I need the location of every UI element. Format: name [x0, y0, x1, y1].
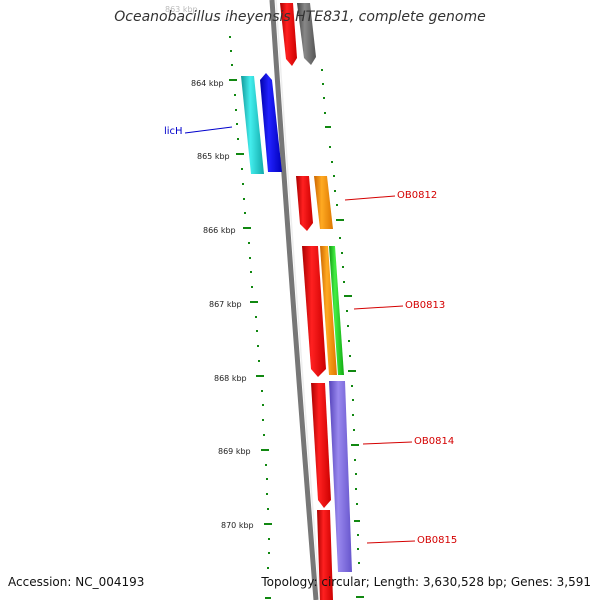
gene-feature-gray[interactable] [297, 3, 316, 65]
gene-feature-green[interactable] [329, 246, 344, 375]
leader-line [353, 305, 404, 310]
gene-feature-red[interactable] [311, 383, 331, 508]
ruler-label: 864 kbp [191, 79, 224, 88]
backbone-outer [269, 0, 319, 601]
gene-feature-orange[interactable] [320, 246, 337, 375]
ruler-label: 867 kbp [209, 300, 242, 309]
ruler-ticks-right [321, 69, 364, 598]
gene-feature-orange[interactable] [314, 176, 333, 229]
gene-feature-red[interactable] [302, 246, 326, 377]
gene-feature-red[interactable] [296, 176, 313, 231]
gene-feature-red[interactable] [317, 510, 333, 600]
gene-label-ob0813[interactable]: OB0813 [405, 300, 445, 311]
leader-line [366, 540, 416, 544]
genome-title: Oceanobacillus iheyensis HTE831, complet… [114, 9, 486, 25]
gene-label-ob0814[interactable]: OB0814 [414, 436, 454, 447]
ruler-ticks-left [229, 36, 272, 599]
ruler-label: 865 kbp [197, 152, 230, 161]
gene-feature-cyan[interactable] [241, 76, 264, 174]
gene-label-ob0812[interactable]: OB0812 [397, 190, 437, 201]
gene-label-ob0815[interactable]: OB0815 [417, 535, 457, 546]
ruler-label: 869 kbp [218, 447, 251, 456]
leader-line [362, 441, 413, 445]
topology-text: Topology: circular; Length: 3,630,528 bp… [261, 575, 591, 589]
backbone-inner [275, 0, 321, 601]
gene-feature-blue[interactable] [260, 73, 282, 172]
ruler-label: 866 kbp [203, 226, 236, 235]
gene-label-lich[interactable]: licH [164, 126, 183, 137]
gene-feature-purple[interactable] [329, 381, 352, 572]
ruler-label: 870 kbp [221, 521, 254, 530]
leader-line [184, 126, 233, 134]
leader-line [344, 195, 396, 201]
ruler-label: 868 kbp [214, 374, 247, 383]
ruler-label: 863 kbp [165, 5, 198, 14]
accession-text: Accession: NC_004193 [8, 575, 145, 589]
gene-feature-red[interactable] [280, 3, 297, 66]
